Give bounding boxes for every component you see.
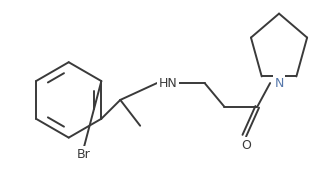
Text: O: O bbox=[241, 139, 251, 152]
Text: N: N bbox=[274, 77, 284, 90]
Text: Br: Br bbox=[77, 148, 90, 161]
Text: HN: HN bbox=[158, 77, 177, 90]
